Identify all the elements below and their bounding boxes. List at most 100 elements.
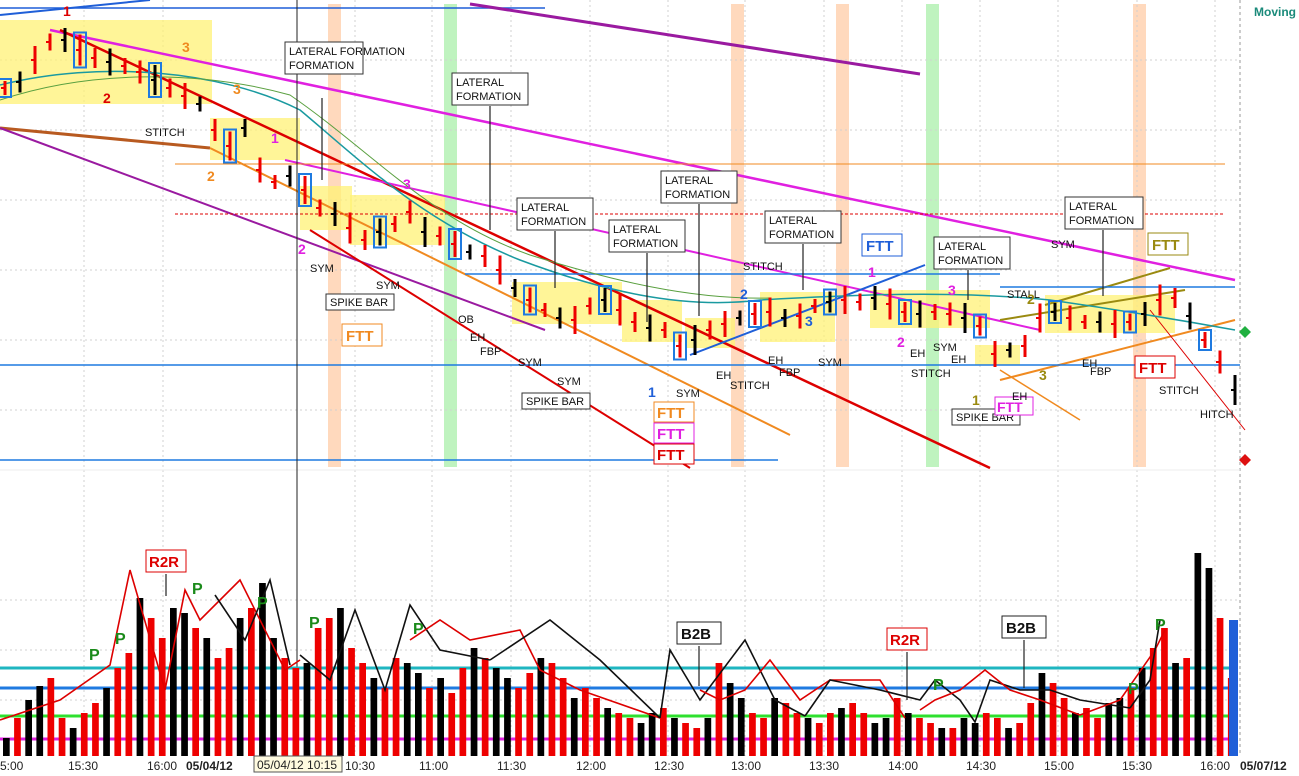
volume-bar bbox=[1127, 688, 1135, 758]
svg-text:05/04/12 10:15: 05/04/12 10:15 bbox=[257, 758, 337, 772]
zigzag-wave bbox=[299, 603, 491, 693]
volume-bar bbox=[760, 718, 767, 758]
volume-bar bbox=[871, 723, 879, 758]
svg-text:2: 2 bbox=[207, 168, 215, 184]
volume-bar bbox=[1072, 713, 1079, 758]
volume-bar bbox=[1138, 668, 1146, 758]
volume-bar bbox=[593, 698, 600, 758]
volume-bar bbox=[515, 688, 522, 758]
volume-bar bbox=[25, 700, 32, 758]
volume-bar bbox=[325, 618, 333, 758]
svg-text:2: 2 bbox=[1027, 291, 1035, 307]
bar-highlight-box bbox=[298, 173, 312, 207]
svg-text:STITCH: STITCH bbox=[743, 261, 783, 273]
svg-text:P: P bbox=[257, 595, 268, 612]
volume-bar bbox=[147, 618, 155, 758]
svg-text:EH: EH bbox=[1012, 391, 1027, 403]
volume-bar bbox=[392, 658, 400, 758]
x-axis-ticks: 5:00 15:30 16:00 05/04/12 10:30 11:00 11… bbox=[0, 759, 1287, 773]
zigzag-wave bbox=[489, 619, 661, 719]
svg-text:3: 3 bbox=[403, 176, 411, 192]
volume-bar bbox=[559, 678, 567, 758]
svg-text:05/04/12: 05/04/12 bbox=[186, 759, 233, 773]
bar-highlight-box bbox=[673, 331, 687, 361]
svg-text:FBP: FBP bbox=[1090, 366, 1111, 378]
bar-highlight-box bbox=[0, 78, 12, 98]
volume-bar bbox=[704, 718, 712, 758]
volume-bar bbox=[782, 703, 790, 758]
svg-text:3: 3 bbox=[182, 39, 190, 55]
volume-bar bbox=[726, 683, 734, 758]
svg-text:12:00: 12:00 bbox=[576, 759, 606, 773]
svg-text:2: 2 bbox=[298, 241, 306, 257]
volume-bar bbox=[1016, 723, 1023, 758]
svg-text:B2B: B2B bbox=[1006, 620, 1036, 637]
volume-bar bbox=[437, 678, 444, 758]
volume-bar bbox=[14, 718, 21, 758]
volume-bar bbox=[938, 728, 946, 758]
svg-text:STITCH: STITCH bbox=[145, 127, 185, 139]
svg-text:13:30: 13:30 bbox=[809, 759, 839, 773]
ftt-label: FTT bbox=[653, 422, 695, 444]
svg-text:16:00: 16:00 bbox=[147, 759, 177, 773]
volume-bar bbox=[1038, 673, 1046, 758]
volume-bar bbox=[860, 713, 868, 758]
svg-text:2: 2 bbox=[103, 90, 111, 106]
svg-text:R2R: R2R bbox=[149, 554, 179, 571]
lateral-label-6: LATERAL FORMATION bbox=[764, 210, 842, 244]
volume-bar bbox=[3, 738, 10, 758]
volume-bar bbox=[426, 688, 433, 758]
volume-bars bbox=[3, 553, 1235, 758]
lateral-annotations: LATERAL FORMATION FORMATION LATERAL FORMAT… bbox=[284, 41, 1144, 270]
volume-bar bbox=[80, 713, 88, 758]
svg-text:11:00: 11:00 bbox=[419, 759, 448, 773]
volume-bar bbox=[916, 718, 923, 758]
volume-bar bbox=[715, 663, 723, 758]
svg-text:STITCH: STITCH bbox=[730, 380, 770, 392]
ftt-label: FTT bbox=[994, 396, 1034, 416]
green-diamond-marker bbox=[1239, 326, 1251, 338]
svg-text:EH: EH bbox=[910, 348, 925, 360]
ftt-labels: FTT FTT FTT FTT FTT FTT FTT FTT bbox=[341, 232, 1189, 465]
volume-bar bbox=[314, 628, 322, 758]
ftt-label: FTT bbox=[861, 233, 903, 257]
svg-text:1: 1 bbox=[648, 384, 656, 400]
volume-bar bbox=[415, 673, 422, 758]
bar-highlight-box bbox=[1048, 300, 1062, 324]
volume-bar bbox=[69, 728, 77, 758]
lateral-label-2: LATERAL FORMATION bbox=[451, 72, 529, 106]
zigzag-wave bbox=[1129, 619, 1161, 709]
svg-text:P: P bbox=[933, 677, 944, 694]
volume-bar bbox=[348, 648, 355, 758]
volume-bar bbox=[648, 713, 656, 758]
svg-text:15:30: 15:30 bbox=[1122, 759, 1152, 773]
volume-bar bbox=[982, 713, 990, 758]
moving-label: Moving bbox=[1254, 5, 1296, 19]
volume-bar bbox=[370, 678, 378, 758]
volume-labels: R2R R2R B2B B2B P P P P P P P P P bbox=[89, 549, 1166, 698]
volume-bar bbox=[1172, 663, 1179, 758]
volume-bar bbox=[259, 583, 266, 758]
volume-bar bbox=[248, 608, 255, 758]
svg-text:SPIKE BAR: SPIKE BAR bbox=[330, 297, 388, 309]
svg-text:SYM: SYM bbox=[676, 388, 700, 400]
volume-bar bbox=[481, 658, 489, 758]
svg-text:FORMATION: FORMATION bbox=[521, 216, 586, 228]
ftt-label: FTT bbox=[653, 401, 695, 423]
volume-bar bbox=[693, 728, 701, 758]
band-orange bbox=[1133, 4, 1146, 467]
volume-bar bbox=[1027, 703, 1035, 758]
svg-text:OB: OB bbox=[458, 314, 474, 326]
bar-highlight-box bbox=[223, 128, 237, 164]
small-labels: STITCH SYM SYM OB EH FBP SYM SYM SYM EH … bbox=[145, 127, 1234, 421]
bar-highlight-box bbox=[448, 228, 462, 260]
volume-bar bbox=[1105, 703, 1113, 758]
band-green bbox=[926, 4, 939, 467]
svg-text:FTT: FTT bbox=[346, 328, 374, 345]
volume-bar bbox=[181, 613, 188, 758]
svg-text:FORMATION: FORMATION bbox=[613, 238, 678, 250]
label-arrows bbox=[165, 98, 1104, 700]
svg-text:HITCH: HITCH bbox=[1200, 409, 1234, 421]
svg-text:FBP: FBP bbox=[480, 346, 501, 358]
